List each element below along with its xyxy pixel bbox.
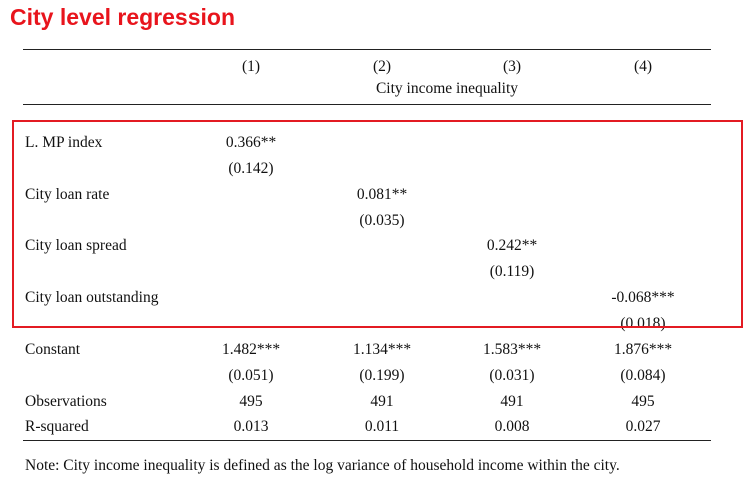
se-mp-index: (0.142) (228, 160, 274, 177)
column-header-3: (3) (502, 58, 522, 75)
se-loan-spread: (0.119) (489, 263, 535, 280)
constant-se-1: (0.051) (228, 367, 274, 384)
r-squared-3: 0.008 (494, 418, 530, 435)
row-label-constant: Constant (25, 341, 81, 358)
row-label-loan-rate: City loan rate (25, 186, 110, 203)
observations-3: 491 (500, 393, 524, 410)
column-header-1: (1) (241, 58, 261, 75)
dependent-variable-label: City income inequality (375, 80, 519, 97)
row-label-r-squared: R-squared (25, 418, 89, 435)
table-note: Note: City income inequality is defined … (25, 457, 620, 474)
se-loan-rate: (0.035) (359, 212, 405, 229)
coef-loan-rate: 0.081** (356, 186, 408, 203)
constant-coef-4: 1.876*** (613, 341, 673, 358)
constant-coef-2: 1.134*** (352, 341, 412, 358)
column-header-2: (2) (372, 58, 392, 75)
constant-coef-1: 1.482*** (221, 341, 281, 358)
constant-se-4: (0.084) (620, 367, 666, 384)
column-header-4: (4) (633, 58, 653, 75)
constant-se-3: (0.031) (489, 367, 535, 384)
se-loan-outstanding: (0.018) (620, 315, 666, 332)
observations-2: 491 (370, 393, 394, 410)
coef-loan-spread: 0.242** (486, 237, 538, 254)
constant-coef-3: 1.583*** (482, 341, 542, 358)
row-label-loan-outstanding: City loan outstanding (25, 289, 159, 306)
r-squared-2: 0.011 (364, 418, 400, 435)
table-top-rule (23, 49, 711, 50)
slide-title: City level regression (10, 4, 235, 30)
observations-4: 495 (631, 393, 655, 410)
r-squared-1: 0.013 (233, 418, 269, 435)
r-squared-4: 0.027 (625, 418, 661, 435)
coef-mp-index: 0.366** (225, 134, 277, 151)
observations-1: 495 (239, 393, 263, 410)
header-bottom-rule (23, 104, 711, 105)
row-label-observations: Observations (25, 393, 107, 410)
row-label-mp-index: L. MP index (25, 134, 103, 151)
constant-se-2: (0.199) (359, 367, 405, 384)
row-label-loan-spread: City loan spread (25, 237, 127, 254)
coef-loan-outstanding: -0.068*** (611, 289, 675, 306)
table-bottom-rule (23, 440, 711, 441)
